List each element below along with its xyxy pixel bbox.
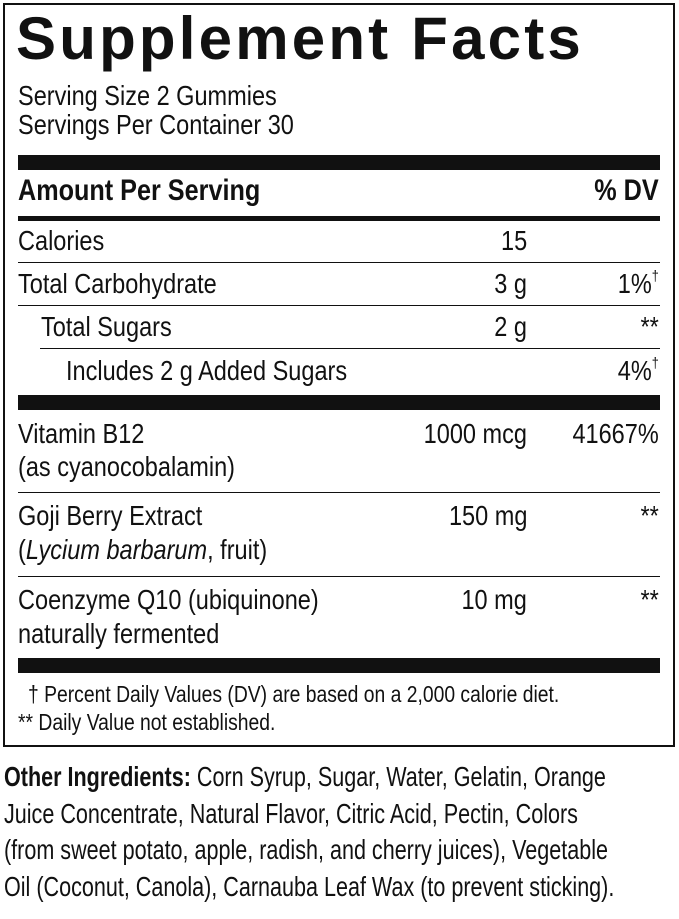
facts-panel-border [3, 3, 675, 747]
row-amount: 10 mg [461, 584, 527, 615]
row-amount: 15 [500, 225, 527, 256]
row-amount: 150 mg [448, 500, 527, 531]
amount-per-serving-header: Amount Per Serving [18, 174, 261, 207]
row-name: Total Sugars [41, 311, 172, 342]
row-name: Includes 2 g Added Sugars [66, 355, 348, 386]
row-dv: ** [640, 500, 659, 531]
row-divider [18, 262, 660, 263]
footnote-not-established: ** Daily Value not established. [18, 709, 276, 735]
row-amount: 3 g [494, 268, 527, 299]
servings-per-container: Servings Per Container 30 [18, 109, 294, 140]
row-name: Calories [18, 225, 105, 256]
other-ingredients: Other Ingredients: Corn Syrup, Sugar, Wa… [4, 761, 615, 902]
row-subname: (Lycium barbarum, fruit) [18, 534, 268, 565]
row-divider [18, 305, 660, 306]
row-dv: 41667% [572, 418, 659, 449]
row-dv: 1%† [617, 268, 659, 299]
row-subname: (as cyanocobalamin) [18, 451, 236, 482]
footnote-dv: † Percent Daily Values (DV) are based on… [28, 681, 560, 707]
row-name: Vitamin B12 [18, 418, 145, 449]
row-name: Goji Berry Extract [18, 500, 203, 531]
panel-title: Supplement Facts [16, 5, 584, 72]
row-dv: 4%† [617, 355, 659, 386]
row-dv: ** [640, 584, 659, 615]
row-amount: 1000 mcg [423, 418, 527, 449]
thick-divider [18, 658, 660, 673]
medium-divider [18, 216, 660, 221]
thick-divider [18, 155, 660, 170]
row-divider [40, 348, 660, 349]
row-amount: 2 g [494, 311, 527, 342]
row-subname: naturally fermented [18, 618, 220, 649]
row-divider [18, 492, 660, 493]
row-dv: ** [640, 311, 659, 342]
serving-size: Serving Size 2 Gummies [18, 80, 277, 111]
row-divider [18, 576, 660, 577]
row-name: Total Carbohydrate [18, 268, 217, 299]
thick-divider [18, 395, 660, 410]
row-name: Coenzyme Q10 (ubiquinone) [18, 584, 319, 615]
dv-header: % DV [594, 174, 659, 207]
